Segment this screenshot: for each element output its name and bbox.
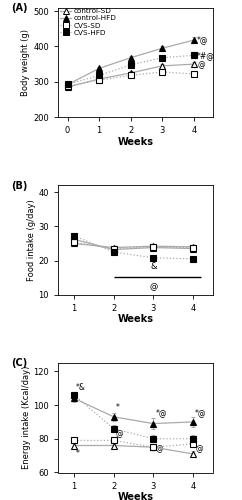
Text: @: @ xyxy=(149,282,158,291)
X-axis label: Weeks: Weeks xyxy=(118,314,153,324)
Y-axis label: Food intake (g/day): Food intake (g/day) xyxy=(27,199,36,281)
Text: @: @ xyxy=(195,444,203,453)
Text: *@: *@ xyxy=(197,36,209,44)
X-axis label: Weeks: Weeks xyxy=(118,492,153,500)
Text: *: * xyxy=(76,449,80,458)
Y-axis label: Energy intake (Kcal/day): Energy intake (Kcal/day) xyxy=(22,366,30,470)
Text: *: * xyxy=(116,403,120,412)
Text: @: @ xyxy=(116,428,123,438)
Text: (C): (C) xyxy=(12,358,28,368)
Legend: control-SD, control-HFD, CVS-SD, CVS-HFD: control-SD, control-HFD, CVS-SD, CVS-HFD xyxy=(60,8,116,36)
Text: @: @ xyxy=(155,444,163,453)
Text: *#@: *#@ xyxy=(197,51,215,60)
Text: &: & xyxy=(150,262,157,271)
Text: (B): (B) xyxy=(12,181,28,191)
Text: *&: *& xyxy=(76,382,86,392)
X-axis label: Weeks: Weeks xyxy=(118,136,153,146)
Text: *@: *@ xyxy=(195,408,207,417)
Text: @: @ xyxy=(197,60,205,69)
Text: *@: *@ xyxy=(155,408,167,417)
Text: (A): (A) xyxy=(12,3,28,13)
Y-axis label: Body weight (g): Body weight (g) xyxy=(21,29,30,96)
